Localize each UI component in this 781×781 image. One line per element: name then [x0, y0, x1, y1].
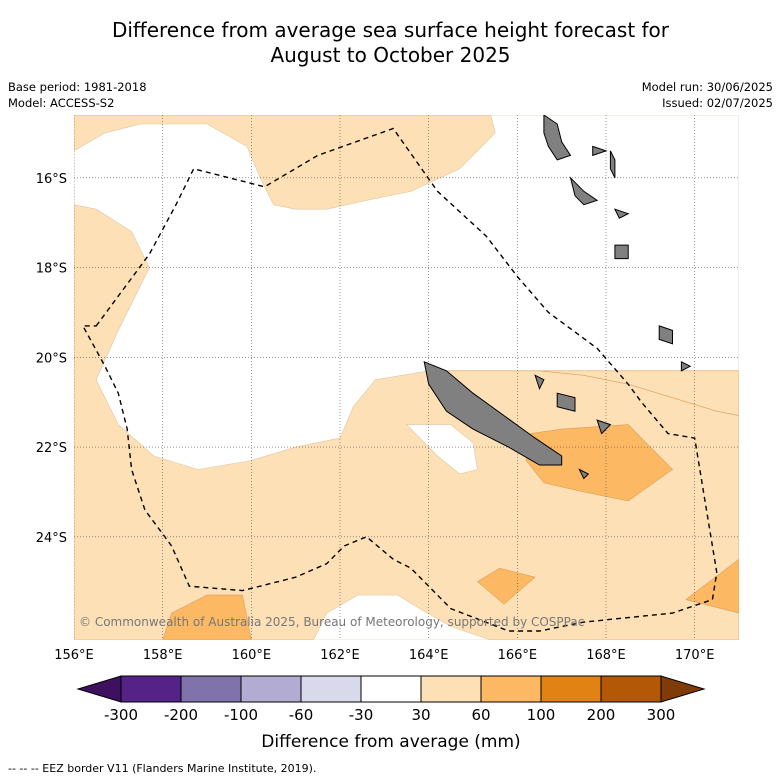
- colorbar-segment-1: [180, 675, 242, 703]
- region-8: [162, 594, 252, 640]
- y-tick-label-0: 16°S: [36, 172, 67, 187]
- colorbar-tick-6: 60: [471, 706, 490, 724]
- land-lifou: [556, 392, 576, 412]
- colorbar-segment-4: [360, 675, 422, 703]
- land-isle-of-pines: [578, 468, 590, 480]
- copyright-text: © Commonwealth of Australia 2025, Bureau…: [79, 615, 584, 629]
- colorbar-extend-low: [76, 675, 122, 703]
- colorbar-tick-5: 30: [411, 706, 430, 724]
- land-epi: [613, 208, 630, 219]
- region-4: [313, 594, 491, 640]
- land-maewo-ambae: [592, 145, 608, 157]
- land-ouvea: [534, 374, 545, 391]
- colorbar-segment-0: [120, 675, 182, 703]
- region-2: [405, 424, 478, 475]
- colorbar: -300 -200 -100 -60 -30 30 60 100 200 300 Differenc…: [76, 675, 706, 752]
- eez-footnote: -- -- -- EEZ border V11 (Flanders Marine…: [8, 762, 317, 775]
- region-6: [476, 567, 536, 605]
- land-efate: [614, 244, 629, 260]
- x-tick-label-0: 156°E: [54, 648, 94, 663]
- title-line-1: Difference from average sea surface heig…: [111, 18, 670, 42]
- colorbar-tick-8: 200: [587, 706, 616, 724]
- y-tick-label-4: 24°S: [36, 531, 67, 546]
- eez-border: [81, 127, 718, 632]
- y-tick-label-3: 22°S: [36, 441, 67, 456]
- colorbar-segment-8: [600, 675, 662, 703]
- y-tick-label-1: 18°S: [36, 262, 67, 277]
- land-new-caledonia: [423, 360, 563, 466]
- land-tanna: [658, 325, 673, 345]
- colorbar-tick-1: -200: [164, 706, 198, 724]
- y-tick-label-2: 20°S: [36, 351, 67, 366]
- land-pentecost: [609, 150, 616, 179]
- model-name: Model: ACCESS-S2: [8, 96, 115, 110]
- colorbar-segment-5: [420, 675, 482, 703]
- colorbar-tick-7: 100: [527, 706, 556, 724]
- colorbar-segment-2: [240, 675, 302, 703]
- x-tick-label-4: 164°E: [409, 648, 449, 663]
- model-run: Model run: 30/06/2025: [641, 80, 773, 94]
- meta-left: Base period: 1981-2018 Model: ACCESS-S2: [8, 79, 147, 111]
- land-mare: [596, 419, 612, 435]
- colorbar-tick-4: -30: [349, 706, 374, 724]
- colorbar-label: Difference from average (mm): [261, 732, 520, 752]
- x-tick-label-3: 162°E: [320, 648, 360, 663]
- issued-date: Issued: 02/07/2025: [662, 96, 773, 110]
- x-tick-label-2: 160°E: [232, 648, 272, 663]
- base-period: Base period: 1981-2018: [8, 80, 147, 94]
- x-tick-label-6: 168°E: [586, 648, 626, 663]
- land-aneityum: [680, 360, 692, 372]
- plot-area: © Commonwealth of Australia 2025, Bureau…: [74, 115, 739, 640]
- colorbar-tick-9: 300: [647, 706, 676, 724]
- chart-title: Difference from average sea surface heig…: [0, 18, 781, 68]
- title-line-2: August to October 2025: [270, 43, 511, 67]
- colorbar-tick-3: -60: [289, 706, 314, 724]
- x-tick-label-1: 158°E: [143, 648, 183, 663]
- region-3: [428, 370, 739, 416]
- colorbar-extend-high: [660, 675, 706, 703]
- colorbar-segment-3: [300, 675, 362, 703]
- land-malakula: [569, 176, 599, 206]
- meta-right: Model run: 30/06/2025 Issued: 02/07/2025: [642, 79, 773, 111]
- land-espiritu-santo: [543, 115, 572, 161]
- colorbar-segment-6: [480, 675, 542, 703]
- colorbar-tick-2: -100: [224, 706, 258, 724]
- x-tick-label-5: 166°E: [498, 648, 538, 663]
- region-5: [525, 424, 673, 502]
- x-tick-label-7: 170°E: [675, 648, 715, 663]
- colorbar-segment-7: [540, 675, 602, 703]
- region-7: [685, 558, 739, 614]
- colorbar-tick-0: -300: [104, 706, 138, 724]
